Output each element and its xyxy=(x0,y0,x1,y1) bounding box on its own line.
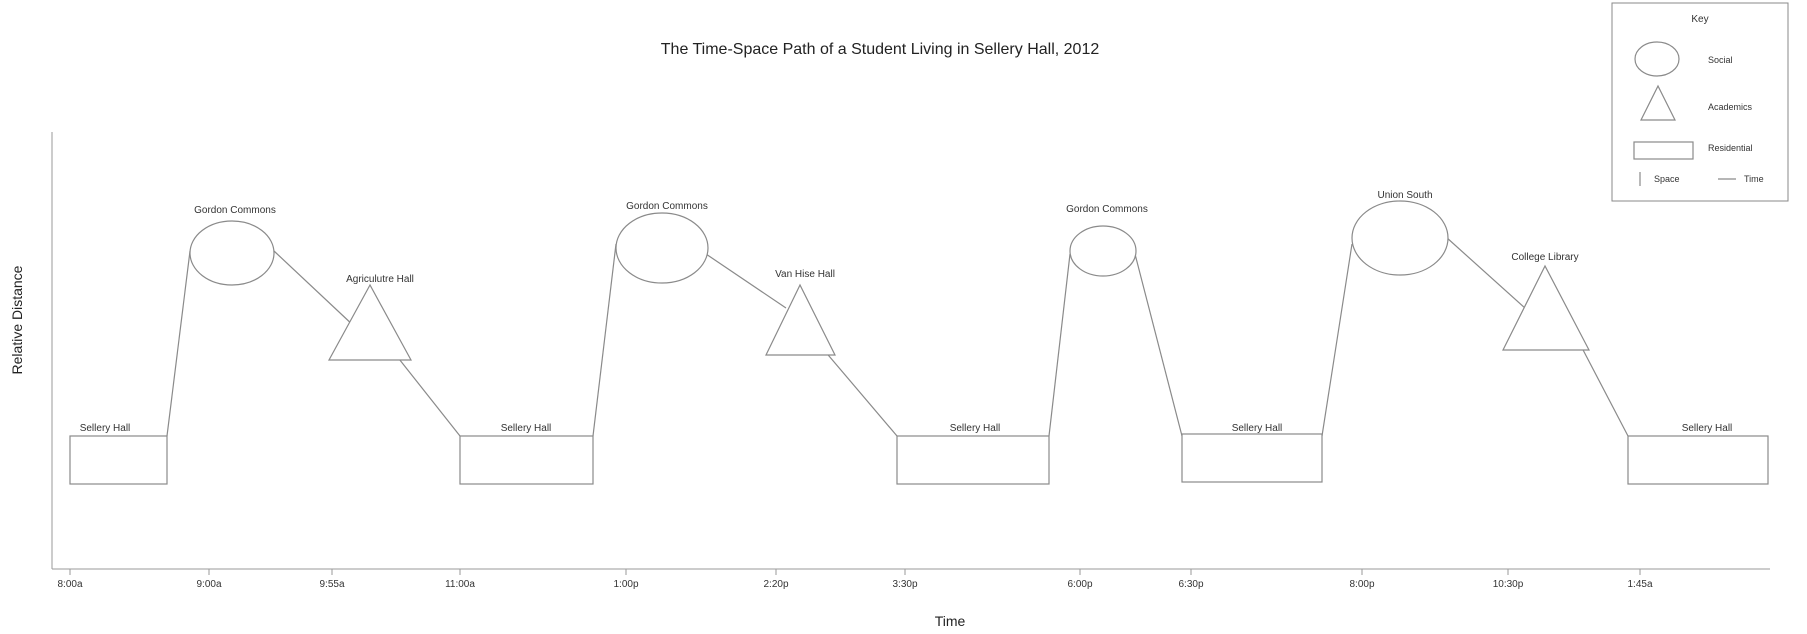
time-space-path xyxy=(166,236,1629,437)
path-segment xyxy=(166,250,191,437)
location-label: Van Hise Hall xyxy=(775,269,835,280)
tick-label: 10:30p xyxy=(1493,579,1524,590)
path-segment xyxy=(592,243,617,437)
social-legend-icon xyxy=(1634,41,1680,77)
legend-label-academics: Academics xyxy=(1708,102,1753,112)
location-shapes xyxy=(69,200,1769,485)
location-label: Sellery Hall xyxy=(1232,423,1283,434)
tick-label: 9:55a xyxy=(319,579,344,590)
residential-rectangle xyxy=(69,435,168,485)
path-segment xyxy=(1048,253,1071,437)
y-axis-label: Relative Distance xyxy=(9,265,25,374)
academics-triangle xyxy=(765,283,836,356)
legend: Key Social Academics Residential Space T… xyxy=(1611,2,1789,202)
social-ellipse xyxy=(1351,200,1449,276)
tick-label: 11:00a xyxy=(445,579,475,590)
location-label: College Library xyxy=(1511,252,1578,263)
path-segment xyxy=(1445,236,1527,310)
tick-label: 3:30p xyxy=(892,579,917,590)
path-segment xyxy=(1580,345,1629,437)
residential-rectangle xyxy=(1627,435,1769,485)
tick-label: 6:30p xyxy=(1178,579,1203,590)
residential-legend-icon xyxy=(1633,141,1694,160)
tick-label: 8:00p xyxy=(1349,579,1374,590)
path-segment xyxy=(1134,253,1183,437)
tick-label: 1:00p xyxy=(613,579,638,590)
location-label: Sellery Hall xyxy=(501,423,552,434)
tick-label: 1:45a xyxy=(1627,579,1652,590)
path-segment xyxy=(1321,243,1353,437)
location-labels: Sellery Hall Gordon Commons Agriculutre … xyxy=(80,190,1733,434)
x-axis-label: Time xyxy=(935,613,966,629)
social-ellipse xyxy=(615,212,709,284)
location-label: Gordon Commons xyxy=(1066,204,1148,215)
location-label: Sellery Hall xyxy=(950,423,1001,434)
residential-rectangle xyxy=(896,435,1050,485)
location-label: Sellery Hall xyxy=(1682,423,1733,434)
time-ticks: 8:00a 9:00a 9:55a 11:00a 1:00p 2:20p 3:3… xyxy=(57,569,1653,590)
tick-label: 2:20p xyxy=(763,579,788,590)
legend-label-time: Time xyxy=(1744,174,1764,184)
social-ellipse xyxy=(189,220,275,286)
legend-label-social: Social xyxy=(1708,55,1733,65)
path-segment xyxy=(273,250,356,328)
legend-label-residential: Residential xyxy=(1708,143,1753,153)
tick-label: 9:00a xyxy=(196,579,221,590)
legend-box xyxy=(1611,2,1789,202)
diagram-title: The Time-Space Path of a Student Living … xyxy=(661,41,1100,58)
residential-rectangle xyxy=(1181,433,1323,483)
academics-triangle xyxy=(327,283,413,361)
path-segment xyxy=(705,253,787,309)
location-label: Gordon Commons xyxy=(194,205,276,216)
location-label: Agriculutre Hall xyxy=(346,274,414,285)
legend-label-space: Space xyxy=(1654,174,1680,184)
location-label: Union South xyxy=(1377,190,1432,201)
location-label: Gordon Commons xyxy=(626,201,708,212)
academics-triangle xyxy=(1502,264,1590,351)
tick-label: 8:00a xyxy=(57,579,82,590)
academics-legend-icon xyxy=(1640,84,1676,121)
tick-label: 6:00p xyxy=(1067,579,1092,590)
residential-rectangle xyxy=(459,435,594,485)
social-ellipse xyxy=(1069,225,1137,277)
location-label: Sellery Hall xyxy=(80,423,131,434)
legend-title: Key xyxy=(1691,14,1708,25)
